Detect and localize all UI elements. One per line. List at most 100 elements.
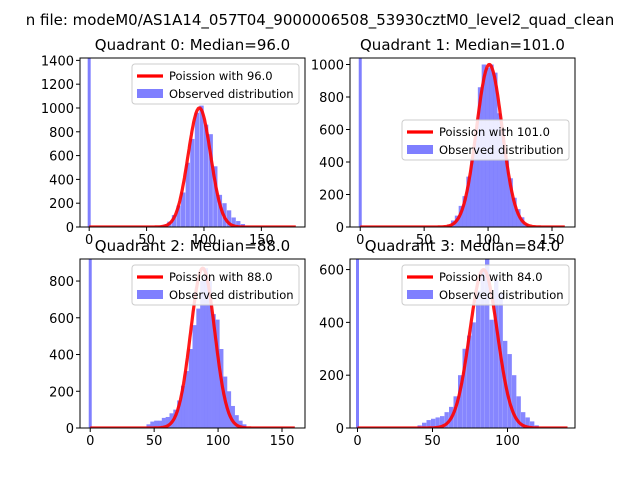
histogram-bar: [444, 412, 449, 428]
y-tick-label: 200: [319, 369, 344, 384]
histogram-bar: [530, 421, 535, 428]
quadrant-2-chart: 0 50 100 150 0 200 400 600 800 Quadrant 2: Median…: [49, 237, 306, 449]
figure-suptitle: n file: modeM0/AS1A14_057T04_9000006508_…: [26, 11, 615, 30]
y-tick-label: 200: [49, 197, 74, 212]
histogram-bar: [474, 136, 479, 227]
histogram-bar: [176, 205, 181, 227]
legend-line-label: Poission with 84.0: [439, 270, 543, 284]
x-tick-label: 100: [206, 434, 231, 449]
histogram-bar: [236, 221, 241, 227]
histogram-bar: [226, 210, 232, 227]
legend-bar-label: Observed distribution: [169, 87, 294, 101]
histogram-bar: [185, 162, 190, 227]
histogram-bar: [188, 349, 193, 428]
histogram-bar: [471, 322, 476, 428]
x-tick-label: 0: [353, 434, 361, 449]
x-tick-label: 50: [416, 233, 433, 248]
histogram-bar: [489, 319, 494, 428]
poisson-line: [89, 106, 296, 227]
histogram-bar: [203, 124, 209, 227]
x-tick-label: 0: [356, 233, 364, 248]
histogram-bar: [508, 178, 513, 227]
histogram-bar: [208, 134, 213, 227]
plot-area: [88, 259, 295, 428]
histogram-bar: [199, 105, 204, 227]
quadrant-0-chart: 0 50 100 150 0 200 400 600 800 1000 1200 1400 Quadra…: [41, 36, 306, 248]
histogram-bar: [234, 415, 239, 428]
histogram-bar: [194, 112, 200, 227]
histogram-bar: [213, 166, 218, 227]
histogram-bar: [190, 138, 195, 227]
quadrant-title: Quadrant 0: Median=96.0: [95, 36, 290, 54]
histogram-bar: [165, 416, 170, 428]
x-tick-label: 50: [138, 233, 155, 248]
histogram-bar: [161, 417, 166, 428]
legend-bar-label: Observed distribution: [439, 143, 564, 157]
histogram-bar: [462, 348, 467, 428]
legend-line-label: Poission with 88.0: [169, 270, 273, 284]
histogram-bar: [500, 129, 506, 227]
x-tick-label: 0: [85, 233, 93, 248]
quadrant-title: Quadrant 3: Median=84.0: [365, 237, 560, 255]
histogram-bar: [480, 269, 485, 428]
y-tick-label: 400: [319, 156, 344, 171]
quadrant-3-chart: 0 50 100 0 200 400 600 Quadrant 3: Median=84.0 P…: [319, 237, 576, 449]
x-tick-label: 100: [495, 434, 520, 449]
histogram-bar: [507, 354, 512, 428]
histogram-bar: [180, 385, 186, 428]
histogram-bar: [497, 113, 502, 227]
histogram-bar: [512, 375, 517, 428]
x-tick-label: 100: [192, 233, 217, 248]
y-tick-label: 1200: [41, 78, 74, 93]
legend-bar-label: Observed distribution: [169, 288, 294, 302]
plot-area: [356, 259, 568, 428]
histogram-bar: [431, 418, 436, 428]
y-tick-label: 800: [49, 275, 74, 290]
y-tick-label: 600: [319, 124, 344, 139]
histogram-bar: [525, 417, 530, 428]
axes-frame: [349, 57, 576, 228]
axes-frame: [79, 258, 306, 429]
histogram-bar: [171, 215, 177, 227]
x-tick-label: 50: [424, 434, 441, 449]
histogram-bar: [146, 424, 151, 428]
y-tick-label: 600: [49, 312, 74, 327]
histogram-bar: [521, 412, 526, 428]
histogram-bar: [177, 400, 182, 428]
histogram-bar: [150, 421, 155, 428]
histogram-bar-zero: [358, 58, 362, 227]
y-tick-label: 400: [319, 316, 344, 331]
histogram-bar: [207, 281, 212, 428]
x-tick-label: 150: [540, 233, 565, 248]
quadrant-title: Quadrant 2: Median=88.0: [95, 237, 290, 255]
legend-bar-label: Observed distribution: [439, 288, 564, 302]
y-tick-label: 400: [49, 349, 74, 364]
legend-bar-swatch: [137, 89, 163, 98]
histogram-bar: [231, 217, 236, 227]
legend-bar-swatch: [407, 290, 433, 299]
y-tick-label: 800: [49, 126, 74, 141]
histogram-bar: [154, 420, 159, 428]
y-tick-label: 0: [336, 221, 344, 236]
histogram-bar: [462, 196, 467, 227]
x-tick-label: 150: [249, 233, 274, 248]
y-tick-label: 400: [49, 173, 74, 188]
histogram-bar: [422, 422, 427, 428]
x-tick-label: 0: [86, 434, 94, 449]
y-tick-label: 0: [66, 422, 74, 437]
histogram-bar-zero: [356, 259, 359, 428]
legend: Poission with 88.0 Observed distribution: [131, 264, 300, 306]
x-tick-label: 150: [270, 434, 295, 449]
poisson-line: [360, 62, 565, 227]
y-tick-label: 200: [319, 189, 344, 204]
quadrant-title: Quadrant 1: Median=101.0: [360, 36, 565, 54]
legend-box: [131, 264, 300, 306]
histogram-bar: [204, 268, 209, 428]
histogram-bar: [485, 259, 490, 428]
histogram-bar: [215, 319, 220, 428]
legend-line-label: Poission with 101.0: [439, 125, 550, 139]
legend: Poission with 101.0 Observed distribution: [401, 119, 570, 161]
histogram-bar: [466, 176, 471, 227]
legend: Poission with 84.0 Observed distribution: [401, 264, 570, 306]
